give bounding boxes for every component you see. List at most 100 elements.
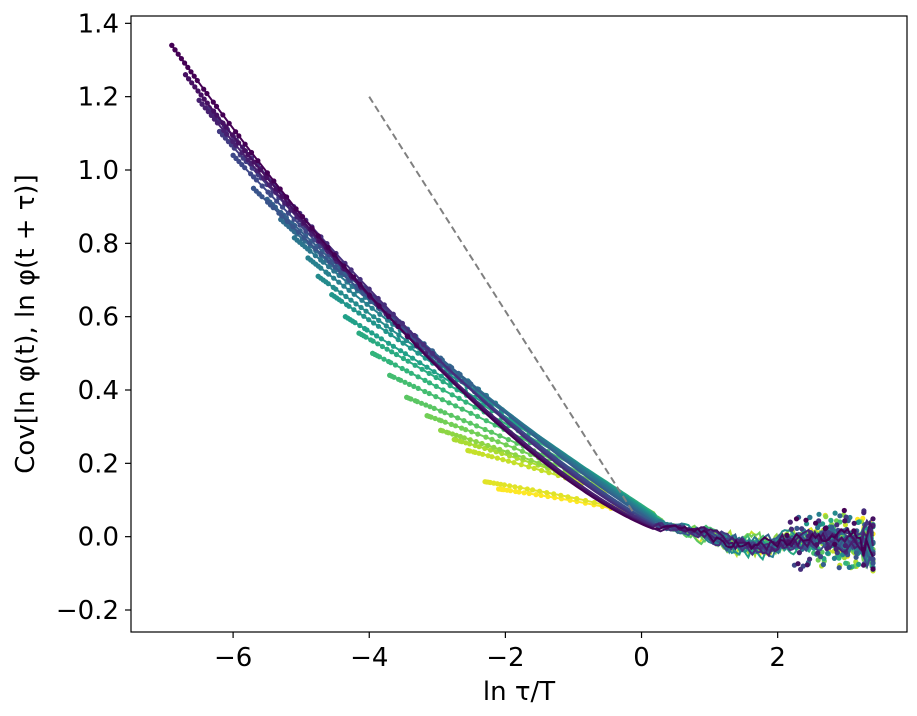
series-point [351,307,357,313]
series-point [366,292,372,298]
series-point [375,341,381,347]
series-point [538,492,544,498]
series-point [818,554,824,560]
series-point [475,431,481,437]
series-point [253,177,259,183]
series-point [236,140,242,146]
series-point [500,457,506,463]
series-point [851,528,857,534]
x-tick-label: −2 [486,643,524,673]
series-point [233,129,239,135]
x-tick-label: 0 [633,643,650,673]
series-point [424,364,430,370]
series-point [390,311,396,317]
series-point [853,554,859,560]
series-point [861,509,867,516]
series-point [851,520,857,526]
series-point [833,546,839,552]
series-point [224,131,230,137]
series-point [459,439,465,445]
series-point [870,560,876,566]
series-point [489,454,495,460]
series-point [348,267,354,273]
series-point [507,488,514,494]
series-point [418,400,425,406]
series-point [417,360,423,366]
series-point [528,457,534,463]
series-point [381,302,387,308]
series-point [504,449,511,455]
series-point [429,350,436,356]
series-point [574,496,580,502]
series-point [220,112,226,118]
series-point [428,414,434,420]
series-point [396,332,402,338]
series-point [388,326,394,333]
series-point [505,458,511,464]
series-point [426,390,432,397]
series-point [517,485,523,491]
series-point [467,441,473,447]
series-point [853,550,860,556]
series-point [270,205,276,211]
series-point [448,412,454,418]
series-point [861,562,867,568]
series-point [452,423,459,429]
series-point [188,69,194,75]
series-point [591,499,597,506]
series-point [378,336,384,342]
series-point [829,524,835,530]
y-tick-label: 1.2 [78,83,119,113]
series-point [834,522,840,528]
series-point [507,483,513,489]
series-point [463,399,469,405]
series-point [519,448,526,454]
series-point [533,492,539,498]
series-point [842,543,849,549]
series-point [242,165,248,171]
series-point [293,206,299,212]
series-point [836,565,842,571]
y-tick-label: 0.4 [78,376,119,406]
series-point [325,281,331,287]
series-point [870,566,876,572]
series-point [511,445,517,451]
series-point [255,158,261,164]
series-point [386,340,392,346]
series-point [222,135,228,141]
series-point [403,337,410,344]
series-point [784,532,790,539]
series-point [326,259,333,265]
series-point [453,403,459,409]
series-point [431,369,437,375]
y-axis-ticks: −0.2 0.0 0.2 0.4 0.6 0.8 1.0 1.2 1.4 [56,9,131,626]
series-point [210,99,216,105]
series-point [516,489,522,495]
series-point [220,120,226,126]
series-point [259,183,265,189]
series-point [526,490,532,497]
series-point [201,96,207,102]
series-point [389,349,395,355]
series-point [357,322,363,329]
series-point [823,514,829,520]
series-point [474,413,481,419]
series-point [242,148,248,154]
series-point [467,420,473,426]
series-point [432,415,438,422]
x-axis-ticks: −6 −4 −2 0 2 [214,632,786,673]
series-point [442,410,448,416]
series-point [350,274,357,280]
series-point [825,530,832,536]
series-point [226,120,232,126]
series-point [364,301,370,307]
series-point [411,332,417,339]
series-point [422,388,428,395]
series-point [427,404,433,410]
series-point [279,213,285,219]
series-point [870,516,876,522]
series-point [412,362,418,368]
series-point [503,442,509,448]
